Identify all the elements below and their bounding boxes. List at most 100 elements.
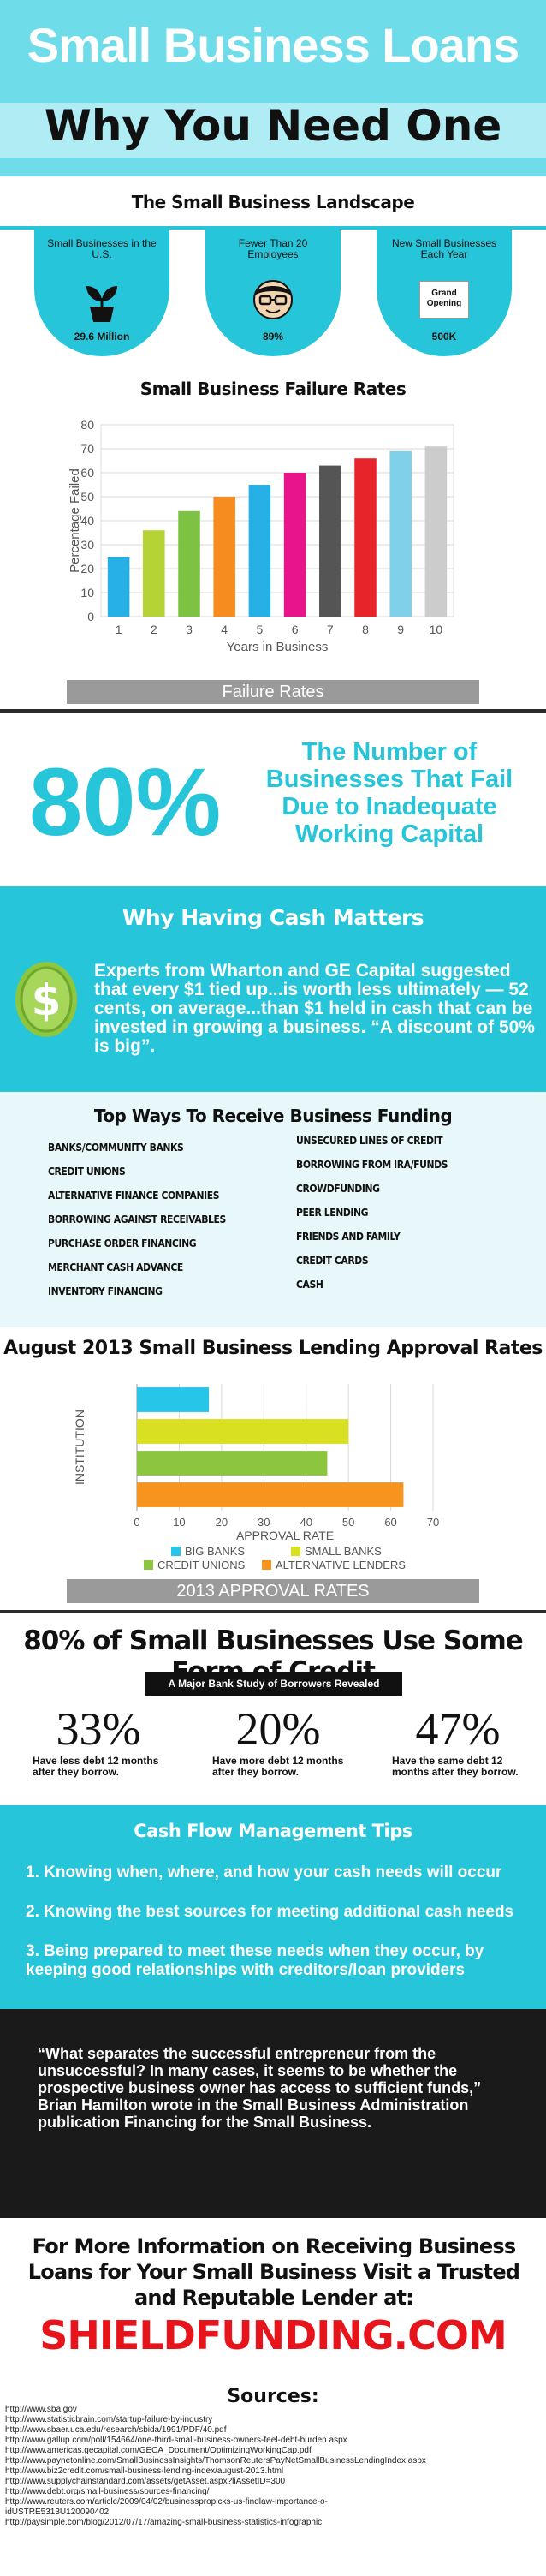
page-title: Small Business Loans	[27, 18, 519, 72]
y-tick-label: 20	[80, 562, 94, 575]
stat-value: 89%	[262, 331, 284, 343]
eighty-percent-figure: 80%	[29, 748, 222, 856]
source-link[interactable]: http://www.paynetonline.com/SmallBusines…	[5, 2456, 426, 2466]
cash-flow-tip: 3. Being prepared to meet these needs wh…	[26, 1942, 484, 1979]
landscape-section: The Small Business Landscape Small Busin…	[0, 183, 546, 363]
source-link[interactable]: http://www.supplychainstandard.com/asset…	[5, 2477, 286, 2486]
credit-section: 80% of Small Businesses Use Some Form of…	[0, 1617, 546, 1792]
source-link[interactable]: http://www.reuters.com/article/2009/04/0…	[5, 2497, 328, 2507]
credit-desc: Have the same debt 12 months after they …	[392, 1755, 519, 1778]
stat-fewer-employees: Fewer Than 20 Employees 89%	[205, 230, 341, 356]
x-tick-label: 20	[216, 1516, 228, 1529]
plant-pot-icon	[86, 286, 117, 322]
x-tick-label: 4	[221, 623, 228, 636]
source-link[interactable]: http://www.statisticbrain.com/startup-fa…	[5, 2415, 213, 2424]
legend-swatch	[144, 1560, 153, 1570]
funding-list-left: BANKS/COMMUNITY BANKS CREDIT UNIONS ALTE…	[48, 1142, 288, 1309]
x-tick-label: 3	[186, 623, 193, 636]
legend-swatch	[171, 1547, 181, 1556]
bar-big-banks	[137, 1387, 210, 1412]
y-tick-label: 40	[80, 514, 94, 528]
x-tick-label: 10	[430, 623, 443, 636]
landscape-title: The Small Business Landscape	[131, 192, 415, 212]
bar-alternative-lenders	[137, 1482, 404, 1507]
y-tick-label: 0	[87, 610, 94, 623]
x-tick-label: 5	[257, 623, 264, 636]
failure-caption: Failure Rates	[67, 680, 479, 704]
source-link[interactable]: http://www.debt.org/small-business/sourc…	[5, 2487, 210, 2496]
inadequate-capital-text: The Number of Businesses That Fail Due t…	[265, 738, 513, 848]
inadequate-capital-section: 80% The Number of Businesses That Fail D…	[0, 713, 546, 880]
x-tick-label: 10	[173, 1516, 185, 1529]
dollar-coin-icon: $	[15, 962, 77, 1037]
credit-stat-same-debt: 47% Have the same debt 12 months after t…	[377, 1702, 539, 1778]
y-tick-label: 50	[80, 490, 94, 504]
stat-label: Fewer Than 20 Employees	[238, 237, 308, 260]
approval-rates-section: August 2013 Small Business Lending Appro…	[0, 1329, 546, 1612]
cash-flow-tip: 1. Knowing when, where, and how your cas…	[26, 1863, 502, 1881]
funding-item: INVENTORY FINANCING	[48, 1285, 163, 1297]
legend-swatch	[262, 1560, 271, 1570]
funding-item: BORROWING AGAINST RECEIVABLES	[48, 1213, 226, 1225]
stat-new-businesses: New Small Businesses Each Year Grand Ope…	[377, 230, 512, 356]
source-link[interactable]: http://www.biz2credit.com/small-business…	[5, 2466, 284, 2476]
header-banner: Small Business Loans Why You Need One	[0, 0, 546, 176]
stat-value: 500K	[431, 331, 457, 343]
sources-list: http://www.sba.gov http://www.statisticb…	[0, 2405, 546, 2576]
funding-title: Top Ways To Receive Business Funding	[93, 1106, 453, 1126]
funding-item: FRIENDS AND FAMILY	[296, 1231, 401, 1243]
source-link[interactable]: http://paysimple.com/blog/2012/07/17/ama…	[5, 2518, 323, 2527]
bar-year-6	[283, 473, 306, 617]
source-link[interactable]: http://www.gallup.com/poll/154664/one-th…	[5, 2436, 347, 2445]
sources-title: Sources:	[227, 2386, 319, 2407]
section-divider	[0, 709, 546, 713]
credit-percent: 20%	[235, 1703, 321, 1755]
x-axis-label: APPROVAL RATE	[236, 1529, 334, 1542]
subtitle-band	[0, 103, 546, 158]
x-tick-label: 70	[427, 1516, 439, 1529]
funding-item: UNSECURED LINES OF CREDIT	[296, 1135, 443, 1147]
y-tick-label: 70	[80, 442, 94, 456]
funding-item: ALTERNATIVE FINANCE COMPANIES	[48, 1190, 220, 1202]
source-link[interactable]: http://www.sbaer.uca.edu/research/sbida/…	[5, 2425, 227, 2435]
bar-year-9	[389, 450, 412, 617]
credit-stat-more-debt: 20% Have more debt 12 months after they …	[197, 1702, 359, 1778]
x-tick-label: 1	[116, 623, 122, 636]
cash-matters-text: Experts from Wharton and GE Capital sugg…	[94, 961, 535, 1056]
business-person-icon	[253, 280, 293, 319]
funding-item: BANKS/COMMUNITY BANKS	[48, 1142, 184, 1154]
failure-rates-section: Small Business Failure Rates 0 10 20 30 40 50…	[0, 368, 546, 711]
x-tick-label: 60	[384, 1516, 396, 1529]
funding-item: CREDIT CARDS	[296, 1255, 369, 1267]
more-info-section: For More Information on Receiving Busine…	[0, 2218, 546, 2526]
bar-year-8	[354, 458, 377, 617]
bar-year-5	[248, 485, 271, 617]
source-link[interactable]: http://www.sba.gov	[5, 2405, 77, 2414]
source-link[interactable]: http://www.americas.gecapital.com/GECA_D…	[5, 2446, 312, 2455]
stat-small-businesses: Small Businesses in the U.S. 29.6 Millio…	[34, 230, 169, 356]
x-axis-label: Years in Business	[227, 640, 329, 654]
x-tick-label: 8	[362, 623, 369, 636]
approval-caption: 2013 APPROVAL RATES	[67, 1579, 479, 1603]
stat-value: 29.6 Million	[74, 331, 130, 343]
bar-small-banks	[137, 1419, 349, 1444]
brand-logo: SHIELDFUNDING.COM	[39, 2312, 507, 2358]
legend-entry: ALTERNATIVE LENDERS	[276, 1559, 406, 1571]
cash-title: Why Having Cash Matters	[122, 905, 424, 930]
legend-swatch	[291, 1547, 300, 1556]
funding-item: CREDIT UNIONS	[48, 1166, 126, 1178]
bar-year-1	[107, 557, 130, 617]
approval-title: August 2013 Small Business Lending Appro…	[3, 1338, 543, 1359]
y-tick-label: 30	[80, 538, 94, 552]
cash-flow-section: Cash Flow Management Tips 1. Knowing whe…	[0, 1805, 546, 2009]
landscape-divider	[0, 226, 546, 230]
legend-entry: BIG BANKS	[185, 1545, 245, 1558]
legend-entry: CREDIT UNIONS	[157, 1559, 246, 1571]
x-tick-label: 0	[134, 1516, 139, 1529]
credit-ribbon: A Major Bank Study of Borrowers Revealed	[145, 1672, 402, 1696]
x-tick-label: 6	[292, 623, 299, 636]
y-axis-label: INSTITUTION	[73, 1410, 86, 1485]
source-link[interactable]: idUSTRE5313U120090402	[5, 2507, 110, 2517]
bar-credit-unions	[137, 1451, 328, 1476]
x-tick-label: 30	[258, 1516, 270, 1529]
